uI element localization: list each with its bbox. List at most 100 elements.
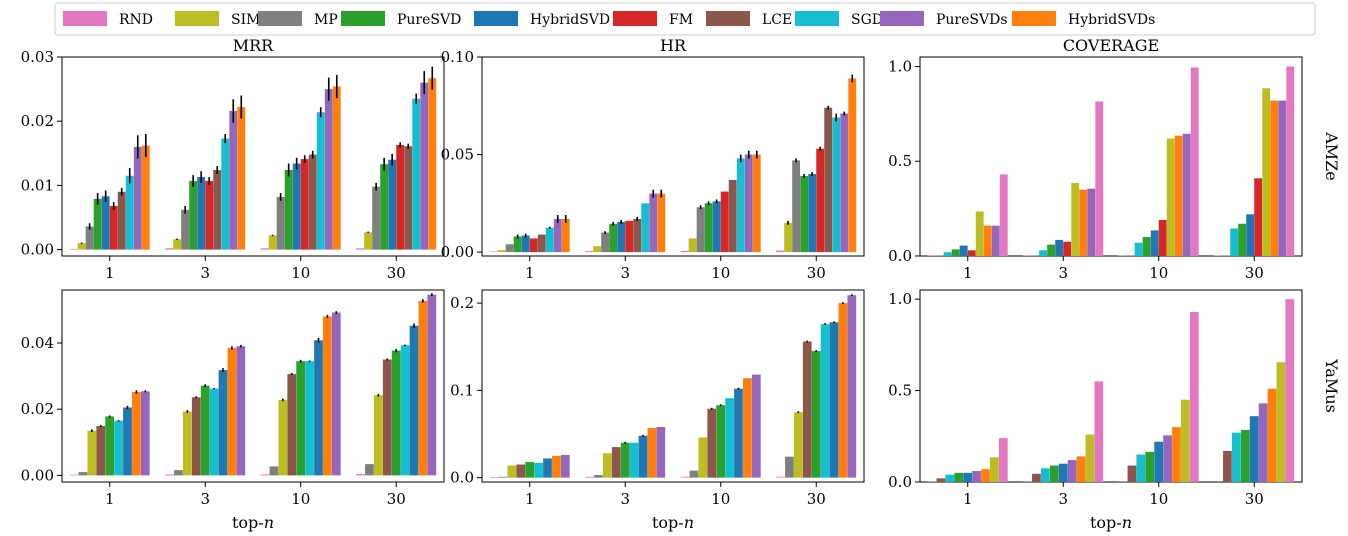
bar-sgd-top10 (316, 112, 325, 250)
bar-mp-top1 (505, 244, 514, 253)
bar-sgd-top1 (125, 175, 134, 250)
bar-hybridsvd-top10 (734, 388, 743, 478)
y-tick-label: 1.0 (888, 57, 912, 75)
bar-fm-top30 (1254, 178, 1263, 256)
bar-hybridsvds-top10 (323, 316, 332, 476)
bar-puresvd-top1 (105, 416, 115, 476)
bar-sim-top10 (1181, 399, 1190, 482)
bar-lce-top10 (308, 154, 317, 250)
row-label: AMZe (1322, 131, 1341, 181)
bar-lce-top10 (728, 179, 737, 253)
bar-hybridsvd-top30 (409, 325, 419, 476)
legend-item-mp: MP (258, 11, 338, 28)
bar-rnd-top1 (489, 477, 499, 478)
bar-sim-top1 (497, 250, 506, 253)
legend-label: HybridSVD (530, 12, 610, 28)
axes-frame (481, 289, 865, 483)
bar-sim-top10 (688, 238, 697, 253)
x-tick-label: 3 (620, 490, 630, 508)
bar-fm-top3 (625, 220, 634, 253)
bar-sim-top3 (182, 411, 192, 476)
legend-item-puresvds: PureSVDs (880, 11, 1008, 28)
panel-title: MRR (233, 36, 274, 55)
bar-rnd-top30 (356, 248, 365, 250)
bar-rnd-top10 (260, 248, 269, 250)
bar-sgd-top3 (1039, 250, 1048, 256)
bar-hybridsvds-top1 (552, 455, 561, 478)
bar-hybridsvds-top30 (838, 303, 848, 478)
bar-hybridsvd-top1 (123, 407, 132, 476)
bar-mp-top30 (792, 160, 801, 253)
bar-mp-top3 (174, 470, 183, 476)
bar-rnd-top1 (927, 255, 936, 256)
bar-hybridsvd-top3 (197, 177, 206, 250)
bar-rnd-top10 (1118, 255, 1127, 256)
y-tick-label: 0.01 (21, 176, 54, 194)
y-tick-label: 0.10 (441, 48, 474, 66)
bar-hybridsvd-top30 (829, 322, 839, 478)
bar-mp-top3 (181, 209, 190, 250)
bar-mp-top3 (1031, 255, 1040, 256)
bar-sim-top3 (593, 246, 602, 253)
bar-sim-top3 (1071, 183, 1080, 256)
bar-sgd-top3 (1040, 468, 1050, 482)
bar-sgd-top3 (209, 388, 219, 476)
bar-mp-top10 (269, 466, 279, 476)
bar-sim-top30 (793, 412, 803, 478)
bar-rnd-top10 (680, 476, 690, 478)
bar-rnd-top10 (1189, 311, 1199, 482)
bar-puresvds-top3 (1087, 188, 1096, 256)
bar-hybridsvds-top30 (1267, 388, 1277, 482)
bar-hybridsvds-top3 (1079, 189, 1088, 256)
x-tick-label: 10 (711, 490, 730, 508)
bar-sgd-top1 (945, 474, 955, 482)
bar-rnd-top10 (680, 250, 689, 253)
bar-rnd-top30 (776, 476, 785, 478)
bar-rnd-top3 (585, 251, 594, 253)
bar-mp-top3 (601, 232, 610, 253)
legend-label: HybridSVDs (1068, 12, 1155, 28)
y-tick-label: 0.02 (21, 112, 54, 130)
bar-puresvds-top10 (1182, 133, 1191, 256)
y-tick-label: 1.0 (888, 290, 912, 308)
bar-sgd-top30 (1231, 432, 1241, 482)
x-tick-label: 30 (1245, 264, 1264, 282)
bar-rnd-top30 (1285, 299, 1295, 482)
bar-sim-top10 (1166, 138, 1175, 256)
bar-rnd-top3 (1023, 255, 1032, 256)
bar-fm-top30 (816, 148, 825, 253)
bar-hybridsvds-top3 (227, 347, 237, 476)
bar-lce-top30 (404, 146, 413, 250)
bar-puresvds-top30 (427, 294, 437, 476)
panel-title: COVERAGE (1063, 36, 1159, 55)
x-tick-label: 3 (1058, 264, 1068, 282)
bar-sgd-top10 (1134, 242, 1143, 256)
bar-hybridsvd-top1 (521, 235, 530, 253)
bar-hybridsvd-top30 (1249, 416, 1259, 482)
bar-sgd-top30 (412, 98, 421, 250)
bar-hybridsvd-top10 (314, 340, 323, 476)
x-tick-label: 3 (200, 264, 210, 282)
bar-puresvds-top1 (140, 391, 150, 476)
bar-sgd-top3 (221, 138, 230, 250)
bar-fm-top10 (300, 159, 309, 250)
x-tick-label: 30 (807, 490, 826, 508)
bar-puresvd-top30 (380, 164, 389, 250)
panel-title: HR (660, 36, 687, 55)
bar-hybridsvd-top10 (712, 201, 721, 253)
x-tick-label: 1 (963, 264, 973, 282)
bar-puresvds-top30 (420, 82, 429, 250)
legend-item-hybridsvds: HybridSVDs (1012, 11, 1155, 28)
bar-lce-top3 (633, 218, 642, 253)
x-tick-label: 1 (525, 264, 535, 282)
bar-mp-top1 (85, 226, 94, 250)
bar-lce-top10 (1127, 465, 1137, 482)
x-tick-label: 30 (807, 264, 826, 282)
bar-hybridsvds-top3 (647, 427, 657, 478)
bar-sgd-top10 (305, 361, 314, 476)
bar-mp-top30 (365, 464, 374, 476)
bar-sgd-top1 (534, 462, 543, 478)
bar-hybridsvds-top10 (1172, 427, 1181, 482)
bar-sgd-top1 (114, 420, 123, 476)
